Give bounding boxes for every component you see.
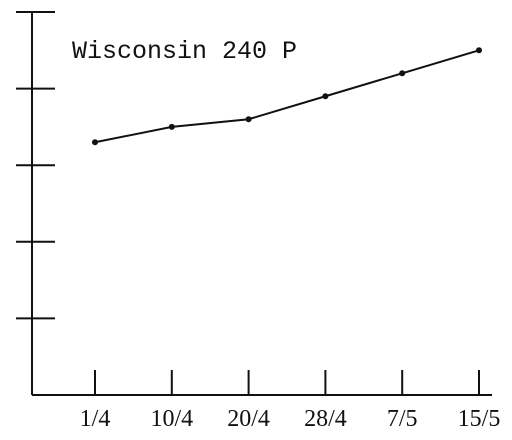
x-tick-label: 10/4 <box>150 406 193 432</box>
data-point <box>399 70 406 77</box>
x-tick-label: 15/5 <box>458 406 501 432</box>
annotation: Wisconsin 240 P <box>72 37 297 66</box>
data-line <box>94 49 480 144</box>
data-point <box>476 47 482 54</box>
data-point <box>92 139 98 146</box>
data-point <box>245 116 252 123</box>
x-tick-label: 28/4 <box>304 406 347 432</box>
data-point <box>168 123 175 130</box>
x-tick-label: 20/4 <box>227 406 270 432</box>
data-point <box>322 93 329 100</box>
x-tick-label: 1/4 <box>80 406 111 432</box>
x-tick-label: 7/5 <box>387 406 418 432</box>
